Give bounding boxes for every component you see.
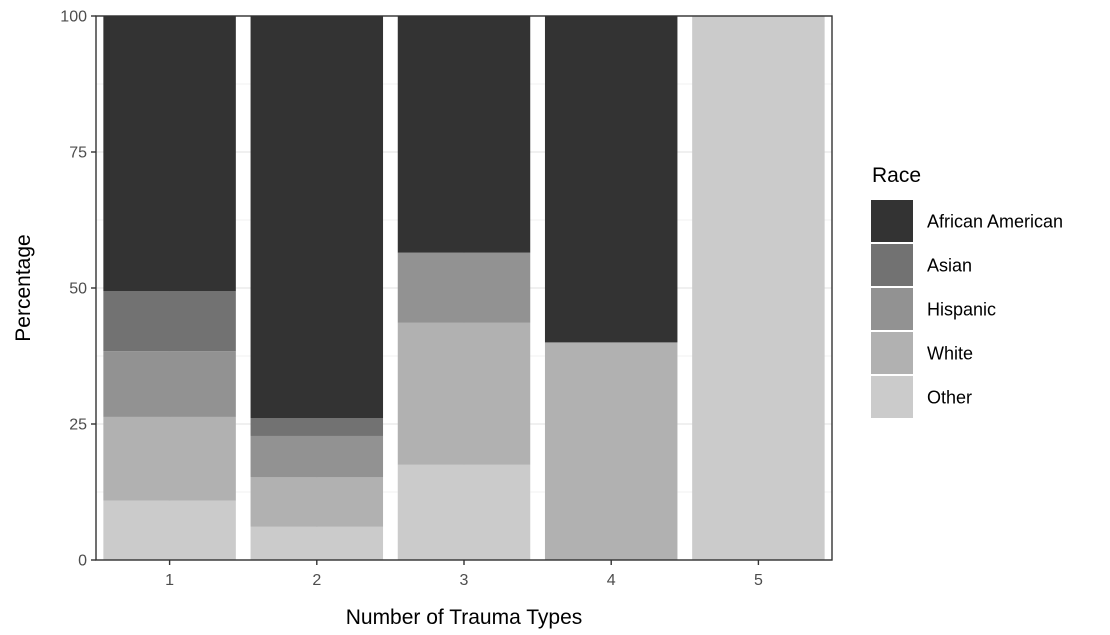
y-tick-label: 75 <box>69 145 87 162</box>
legend-key-other <box>871 376 913 418</box>
y-tick-label: 25 <box>69 417 87 434</box>
bar-segment-white-2 <box>250 477 384 527</box>
bar-segment-african-american-2 <box>250 16 384 419</box>
y-axis: 0 25 50 75 100 <box>60 9 96 570</box>
bar-segment-other-2 <box>250 526 384 560</box>
y-axis-title: Percentage <box>12 234 35 341</box>
bar-segment-white-1 <box>103 416 236 501</box>
bar-segment-other-1 <box>103 500 236 560</box>
bar-segment-african-american-1 <box>103 16 236 292</box>
x-tick-label: 1 <box>165 572 174 589</box>
legend-items: African American Asian Hispanic White Other <box>871 200 1063 418</box>
bar-segment-asian-1 <box>103 291 236 352</box>
legend-label: Other <box>927 388 972 408</box>
legend-key-white <box>871 332 913 374</box>
y-tick-label: 100 <box>60 9 87 26</box>
x-axis: 1 2 3 4 5 <box>165 560 763 589</box>
x-tick-label: 3 <box>460 572 469 589</box>
legend-label: African American <box>927 212 1063 232</box>
bar-segment-hispanic-2 <box>250 435 384 478</box>
legend-title: Race <box>872 164 921 187</box>
x-axis-title: Number of Trauma Types <box>346 606 583 629</box>
legend-label: Asian <box>927 256 972 276</box>
legend-key-hispanic <box>871 288 913 330</box>
bar-segment-african-american-3 <box>397 16 531 253</box>
bar-segment-asian-2 <box>250 418 384 436</box>
bars <box>103 16 825 560</box>
x-tick-label: 2 <box>312 572 321 589</box>
x-tick-label: 5 <box>754 572 763 589</box>
legend-label: White <box>927 344 973 364</box>
bar-segment-hispanic-3 <box>397 252 531 323</box>
bar-segment-african-american-4 <box>544 16 678 343</box>
bar-segment-other-3 <box>397 464 531 560</box>
legend-label: Hispanic <box>927 300 996 320</box>
bar-segment-hispanic-1 <box>103 351 236 417</box>
legend-key-african-american <box>871 200 913 242</box>
bar-segment-white-3 <box>397 322 531 465</box>
y-tick-label: 0 <box>78 553 87 570</box>
x-tick-label: 4 <box>607 572 616 589</box>
bar-segment-other-5 <box>692 16 825 560</box>
legend: Race African American Asian Hispanic White O… <box>871 164 1063 418</box>
legend-key-asian <box>871 244 913 286</box>
y-tick-label: 50 <box>69 281 87 298</box>
bar-segment-white-4 <box>544 342 678 560</box>
